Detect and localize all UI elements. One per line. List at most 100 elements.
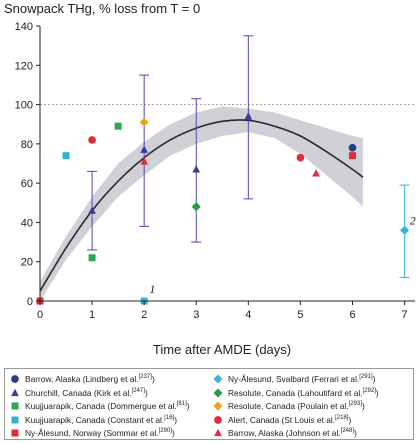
legend-item: Resolute, Canada (Lahoutifard et al.[292… — [213, 387, 379, 399]
data-point — [139, 117, 149, 127]
legend-marker-shape — [11, 402, 19, 410]
legend-marker — [213, 387, 223, 398]
y-tick-label: 60 — [21, 178, 33, 190]
legend-series-name: Ny-Ålesund, Svalbard (Ferrari et al. — [228, 374, 360, 384]
legend-label: Kuujjuarapik, Canada (Constant et al.[16… — [25, 415, 177, 425]
y-tick-label: 40 — [21, 217, 33, 229]
data-point — [192, 165, 201, 173]
x-axis-label: Time after AMDE (days) — [153, 342, 291, 357]
y-tick-label: 20 — [21, 257, 33, 269]
chart-title: Snowpack THg, % loss from T = 0 — [4, 1, 200, 16]
legend-series-name: Barrow, Alaska (Lindberg et al. — [25, 374, 139, 384]
x-tick-label: 7 — [402, 309, 408, 321]
annotations: 12 — [149, 213, 415, 296]
legend-close-paren: ) — [348, 414, 352, 425]
legend-series-name: Churchill, Canada (Kirk et al. — [25, 387, 132, 398]
legend-series-name: Ny-Ålesund, Norway (Sommar et al. — [25, 428, 159, 438]
legend-item: Alert, Canada (St Louis et al.[218]) — [213, 414, 351, 426]
annotation-label: 1 — [149, 282, 155, 296]
data-point — [296, 153, 305, 162]
chart: Snowpack THg, % loss from T = 0 0 20 40 60 8… — [4, 1, 416, 357]
x-tick-label: 3 — [193, 309, 199, 321]
legend-reference: [81] — [176, 401, 187, 408]
legend-series-name: Barrow, Alaska (Johnson et al. — [228, 428, 341, 438]
legend-close-paren: ) — [151, 374, 155, 384]
data-point — [114, 122, 122, 130]
data-point — [312, 169, 320, 177]
legend-item: Churchill, Canada (Kirk et al.[247]) — [10, 387, 148, 399]
legend-close-paren: ) — [174, 414, 178, 425]
legend-label: Kuujjuarapik, Canada (Dommergue et al.[8… — [25, 401, 190, 411]
x-tick-label: 6 — [349, 309, 355, 321]
legend-close-paren: ) — [171, 428, 175, 438]
legend-marker-shape — [11, 388, 19, 396]
legend-item: Kuujjuarapik, Canada (Constant et al.[16… — [10, 414, 177, 426]
legend-item: Resolute, Canada (Poulain et al.[293]) — [213, 400, 365, 412]
legend-series-name: Kuujjuarapik, Canada (Constant et al. — [25, 414, 165, 425]
legend-series-name: Kuujjuarapik, Canada (Dommergue et al. — [25, 401, 177, 411]
legend-item: Ny-Ålesund, Norway (Sommar et al.[290]) — [10, 427, 175, 439]
data-point — [88, 254, 96, 262]
legend-close-paren: ) — [375, 387, 379, 398]
data-point — [140, 145, 149, 153]
legend-marker — [11, 375, 19, 383]
legend-label: Churchill, Canada (Kirk et al.[247]) — [25, 388, 148, 398]
legend-reference: [247] — [131, 387, 145, 394]
legend-marker-shape — [11, 416, 19, 423]
legend-item: Ny-Ålesund, Svalbard (Ferrari et al.[291… — [213, 373, 375, 385]
legend-marker — [11, 402, 19, 410]
data-point — [348, 143, 357, 152]
legend-close-paren: ) — [354, 428, 357, 438]
legend-close-paren: ) — [144, 387, 148, 398]
x-tick-label: 1 — [89, 309, 95, 321]
legend-label: Resolute, Canada (Poulain et al.[293]) — [228, 401, 365, 411]
legend-marker — [214, 415, 222, 424]
legend-label: Ny-Ålesund, Norway (Sommar et al.[290]) — [25, 428, 175, 438]
data-point — [88, 206, 96, 214]
data-point — [140, 157, 149, 165]
data-point — [88, 136, 96, 144]
legend-reference: [218] — [335, 414, 349, 421]
y-tick-label: 0 — [27, 296, 33, 308]
legend-close-paren: ) — [186, 401, 190, 411]
legend-marker-shape — [214, 415, 222, 424]
legend-marker-shape — [213, 387, 223, 398]
legend-reference: [237] — [138, 374, 152, 381]
legend-reference: [291] — [359, 374, 373, 381]
fit-curve — [39, 119, 364, 292]
legend-close-paren: ) — [372, 374, 376, 384]
legend-reference: [16] — [164, 414, 175, 421]
fit-curve-line — [39, 119, 364, 292]
legend-label: Resolute, Canada (Lahoutifard et al.[292… — [228, 388, 379, 398]
legend-marker-shape — [11, 375, 19, 383]
legend-item: Barrow, Alaska (Lindberg et al.[237]) — [10, 373, 155, 385]
legend-marker — [213, 401, 223, 411]
y-tick-label: 140 — [15, 21, 33, 33]
data-point — [400, 225, 410, 235]
legend-reference: [248] — [340, 428, 355, 435]
legend-label: Alert, Canada (St Louis et al.[218]) — [228, 415, 351, 425]
legend-marker — [11, 429, 19, 437]
legend-item: Barrow, Alaska (Johnson et al.[248]) — [213, 427, 357, 439]
data-point — [349, 152, 356, 160]
legend-marker — [214, 428, 222, 437]
annotation-label: 2 — [410, 213, 416, 227]
legend-label: Ny-Ålesund, Svalbard (Ferrari et al.[291… — [228, 374, 375, 384]
legend-label: Barrow, Alaska (Johnson et al.[248]) — [228, 428, 357, 438]
confidence-band — [40, 106, 363, 301]
legend-item: Kuujjuarapik, Canada (Dommergue et al.[8… — [10, 400, 190, 412]
legend-marker-shape — [11, 429, 19, 437]
legend-series-name: Resolute, Canada (Poulain et al. — [228, 401, 349, 411]
data-point — [244, 112, 253, 120]
legend-marker-shape — [213, 374, 223, 384]
y-tick-label: 80 — [21, 139, 33, 151]
legend-series-name: Alert, Canada (St Louis et al. — [228, 414, 336, 425]
y-tick-label: 100 — [15, 100, 33, 112]
legend-marker — [11, 416, 19, 423]
legend-marker-shape — [214, 428, 222, 437]
data-point — [62, 152, 70, 160]
legend-marker-shape — [213, 401, 223, 411]
legend: Barrow, Alaska (Lindberg et al.[237]) Chu… — [4, 368, 414, 440]
legend-marker — [213, 374, 223, 384]
legend-series-name: Resolute, Canada (Lahoutifard et al. — [228, 387, 363, 398]
